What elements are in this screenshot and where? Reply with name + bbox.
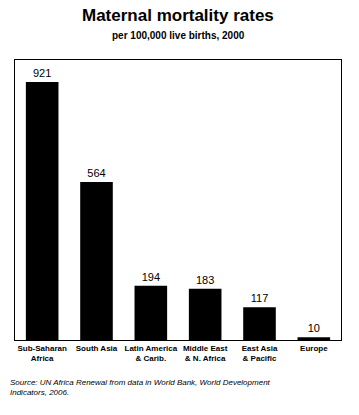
svg-text:Middle East& N. Africa: Middle East& N. Africa bbox=[183, 344, 228, 363]
svg-text:Sub-SaharanAfrica: Sub-SaharanAfrica bbox=[17, 344, 66, 363]
svg-text:117: 117 bbox=[251, 292, 269, 304]
svg-text:Maternal mortality rates: Maternal mortality rates bbox=[82, 6, 274, 25]
svg-text:194: 194 bbox=[142, 271, 160, 283]
svg-text:564: 564 bbox=[87, 167, 105, 179]
svg-text:South Asia: South Asia bbox=[76, 344, 118, 353]
svg-text:Europe: Europe bbox=[300, 344, 328, 353]
svg-text:183: 183 bbox=[196, 274, 214, 286]
svg-text:per 100,000 live births, 2000: per 100,000 live births, 2000 bbox=[112, 30, 245, 41]
svg-text:Latin America& Carib.: Latin America& Carib. bbox=[125, 344, 178, 363]
svg-text:10: 10 bbox=[308, 322, 320, 334]
svg-text:East Asia& Pacific: East Asia& Pacific bbox=[242, 344, 278, 363]
svg-text:921: 921 bbox=[33, 67, 51, 79]
svg-text:Source: UN Africa Renewal from: Source: UN Africa Renewal from data in W… bbox=[10, 378, 271, 397]
